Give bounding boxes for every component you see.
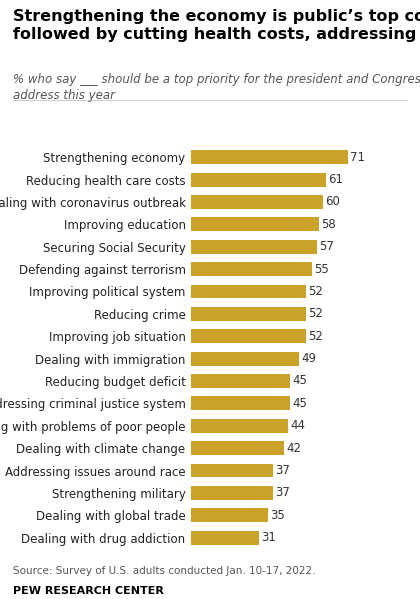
- Text: 71: 71: [350, 151, 365, 164]
- Text: 52: 52: [308, 307, 323, 320]
- Bar: [191, 531, 260, 544]
- Text: 52: 52: [308, 329, 323, 343]
- Text: 31: 31: [262, 531, 276, 544]
- Bar: [191, 173, 326, 186]
- Text: Source: Survey of U.S. adults conducted Jan. 10-17, 2022.: Source: Survey of U.S. adults conducted …: [13, 566, 315, 576]
- Text: 57: 57: [319, 240, 334, 253]
- Bar: [191, 464, 273, 477]
- Bar: [191, 329, 306, 343]
- Text: 52: 52: [308, 285, 323, 298]
- Text: 35: 35: [270, 509, 285, 522]
- Text: 42: 42: [286, 441, 301, 455]
- Bar: [191, 262, 312, 276]
- Bar: [191, 486, 273, 500]
- Bar: [191, 307, 306, 321]
- Text: 44: 44: [290, 419, 305, 432]
- Bar: [191, 441, 284, 455]
- Text: 37: 37: [275, 464, 290, 477]
- Text: 49: 49: [302, 352, 316, 365]
- Bar: [191, 397, 290, 410]
- Bar: [191, 195, 323, 209]
- Bar: [191, 509, 268, 522]
- Text: % who say ___ should be a top priority for the president and Congress to
address: % who say ___ should be a top priority f…: [13, 73, 420, 102]
- Text: 58: 58: [321, 218, 336, 231]
- Text: 37: 37: [275, 486, 290, 500]
- Text: PEW RESEARCH CENTER: PEW RESEARCH CENTER: [13, 586, 163, 596]
- Text: 61: 61: [328, 173, 343, 186]
- Bar: [191, 352, 299, 365]
- Text: 45: 45: [292, 374, 307, 388]
- Bar: [191, 150, 348, 164]
- Text: 55: 55: [315, 262, 329, 276]
- Text: Strengthening the economy is public’s top concern,
followed by cutting health co: Strengthening the economy is public’s to…: [13, 9, 420, 42]
- Bar: [191, 240, 317, 253]
- Text: 45: 45: [292, 397, 307, 410]
- Bar: [191, 419, 288, 432]
- Text: 60: 60: [326, 195, 341, 208]
- Bar: [191, 285, 306, 298]
- Bar: [191, 374, 290, 388]
- Bar: [191, 217, 319, 231]
